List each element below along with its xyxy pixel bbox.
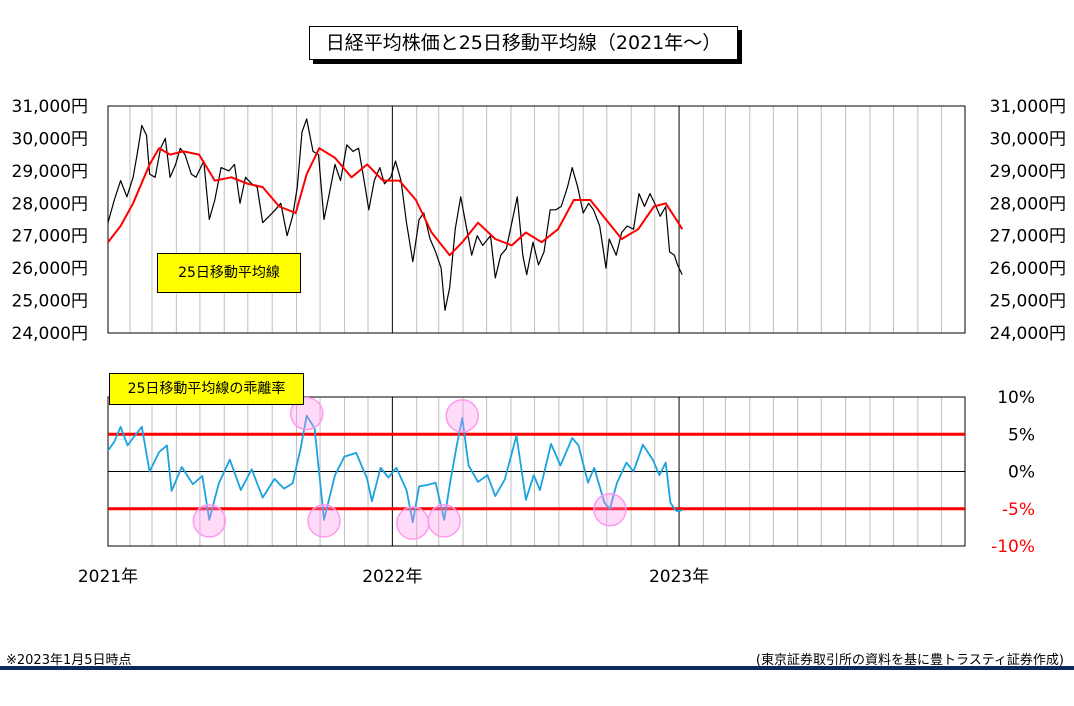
source-note: (東京証券取引所の資料を基に豊トラスティ証券作成) <box>755 653 1064 668</box>
x-tick-label: 2022年 <box>362 567 422 587</box>
chart-title: 日経平均株価と25日移動平均線（2021年～） <box>309 26 738 60</box>
y-tick-label: 10% <box>997 388 1035 408</box>
y-tick-label-left: 26,000円 <box>12 259 88 279</box>
y-tick-label: 0% <box>1008 463 1035 483</box>
highlight-circle <box>593 493 627 527</box>
y-tick-label: 5% <box>1008 425 1035 445</box>
x-tick-label: 2021年 <box>78 567 138 587</box>
y-tick-label-right: 30,000円 <box>990 129 1066 149</box>
y-tick-label-right: 29,000円 <box>990 162 1066 182</box>
deviation-chart: 10% 5% 0% -5% -10% <box>107 388 1035 557</box>
y-tick-label-left: 25,000円 <box>12 292 88 312</box>
highlight-circle <box>396 506 430 540</box>
y-tick-label-left: 27,000円 <box>12 227 88 247</box>
deviation-label: 25日移動平均線の乖離率 <box>109 373 304 405</box>
footer-rule <box>0 666 1074 670</box>
price-series-line <box>107 118 683 311</box>
x-tick-label: 2023年 <box>649 567 709 587</box>
y-tick-label-right: 28,000円 <box>990 194 1066 214</box>
y-tick-label: -10% <box>991 537 1035 557</box>
y-tick-label-right: 26,000円 <box>990 259 1066 279</box>
price-chart: 31,000円 31,000円 30,000円 30,000円 29,000円 29,00… <box>12 97 1066 587</box>
plot-frame <box>107 105 966 334</box>
y-tick-label-right: 27,000円 <box>990 227 1066 247</box>
y-tick-label-left: 30,000円 <box>12 129 88 149</box>
highlight-circle <box>307 504 341 538</box>
timestamp-note: ※2023年1月5日時点 <box>6 653 132 668</box>
y-tick-label-left: 29,000円 <box>12 162 88 182</box>
deviation-series-line <box>107 414 683 524</box>
y-tick-label-left: 28,000円 <box>12 194 88 214</box>
moving-average-label: 25日移動平均線 <box>157 253 301 293</box>
highlight-circle <box>289 396 324 431</box>
y-tick-label-right: 25,000円 <box>990 292 1066 312</box>
y-tick-label-right: 24,000円 <box>990 324 1066 344</box>
y-tick-label-left: 24,000円 <box>12 324 88 344</box>
highlight-circle <box>445 399 480 433</box>
y-tick-label: -5% <box>1002 500 1035 520</box>
highlight-circle <box>427 504 461 538</box>
y-tick-label-right: 31,000円 <box>990 97 1066 117</box>
y-tick-label-left: 31,000円 <box>12 97 88 117</box>
moving-average-series-line <box>107 147 684 257</box>
highlight-circle <box>192 504 227 538</box>
